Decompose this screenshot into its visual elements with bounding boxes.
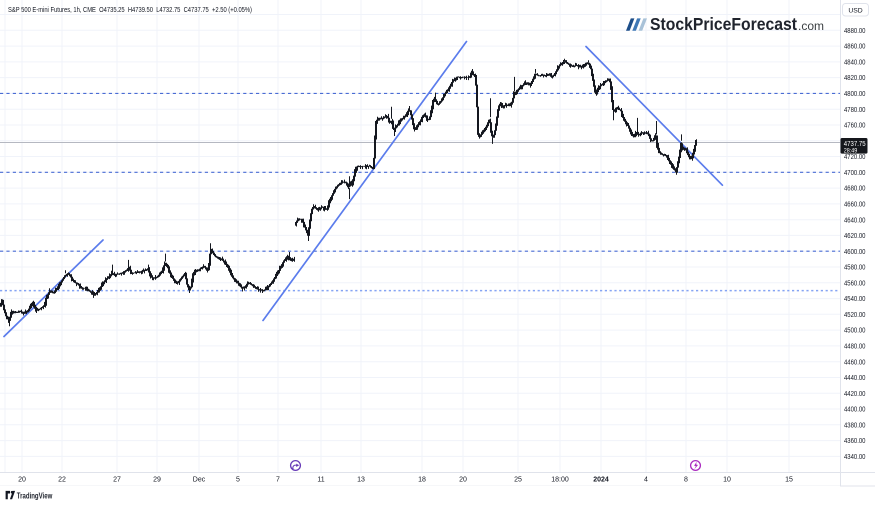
svg-text:S&P 500 E-mini Futures, 1h, CM: S&P 500 E-mini Futures, 1h, CME O4735.25… — [8, 5, 252, 14]
svg-text:4560.00: 4560.00 — [844, 280, 866, 287]
svg-text:4540.00: 4540.00 — [844, 296, 866, 303]
svg-text:4460.00: 4460.00 — [844, 359, 866, 366]
svg-text:5: 5 — [236, 476, 240, 483]
svg-text:4620.00: 4620.00 — [844, 233, 866, 240]
svg-text:4600.00: 4600.00 — [844, 249, 866, 256]
svg-text:4880.00: 4880.00 — [844, 28, 866, 35]
svg-text:25: 25 — [514, 476, 522, 483]
svg-text:4360.00: 4360.00 — [844, 438, 866, 445]
svg-text:4400.00: 4400.00 — [844, 407, 866, 414]
svg-text:4720.00: 4720.00 — [844, 154, 866, 161]
svg-text:4380.00: 4380.00 — [844, 422, 866, 429]
svg-text:4480.00: 4480.00 — [844, 344, 866, 351]
svg-text:4820.00: 4820.00 — [844, 75, 866, 82]
svg-text:22: 22 — [58, 476, 66, 483]
svg-text:8: 8 — [684, 476, 688, 483]
svg-text:4580.00: 4580.00 — [844, 265, 866, 272]
svg-text:4737.75: 4737.75 — [844, 141, 866, 148]
svg-text:13: 13 — [357, 476, 365, 483]
svg-text:4780.00: 4780.00 — [844, 107, 866, 114]
svg-text:20: 20 — [18, 476, 26, 483]
svg-text:4700.00: 4700.00 — [844, 170, 866, 177]
svg-text:28:49: 28:49 — [844, 147, 858, 154]
svg-text:7: 7 — [276, 476, 280, 483]
svg-text:29: 29 — [153, 476, 161, 483]
svg-text:4680.00: 4680.00 — [844, 186, 866, 193]
svg-text:11: 11 — [317, 476, 324, 483]
svg-text:27: 27 — [113, 476, 121, 483]
svg-text:TradingView: TradingView — [17, 492, 53, 501]
svg-text:4: 4 — [644, 476, 648, 483]
svg-text:USD: USD — [848, 7, 862, 14]
svg-text:2024: 2024 — [593, 476, 609, 483]
svg-text:4420.00: 4420.00 — [844, 391, 866, 398]
svg-text:4500.00: 4500.00 — [844, 328, 866, 335]
svg-text:18: 18 — [418, 476, 426, 483]
svg-text:StockPriceForecast: StockPriceForecast — [650, 14, 797, 34]
svg-text:4640.00: 4640.00 — [844, 217, 866, 224]
svg-text:4520.00: 4520.00 — [844, 312, 866, 319]
svg-text:18:00: 18:00 — [551, 476, 569, 483]
svg-text:4660.00: 4660.00 — [844, 202, 866, 209]
svg-text:4840.00: 4840.00 — [844, 60, 866, 67]
svg-text:15: 15 — [785, 476, 793, 483]
svg-text:10: 10 — [723, 476, 731, 483]
svg-text:4440.00: 4440.00 — [844, 375, 866, 382]
svg-text:20: 20 — [459, 476, 467, 483]
svg-text:Dec: Dec — [193, 476, 206, 483]
svg-text:4760.00: 4760.00 — [844, 123, 866, 130]
svg-text:.com: .com — [798, 19, 824, 33]
svg-text:4860.00: 4860.00 — [844, 44, 866, 51]
svg-text:4340.00: 4340.00 — [844, 454, 866, 461]
svg-text:4800.00: 4800.00 — [844, 91, 866, 98]
